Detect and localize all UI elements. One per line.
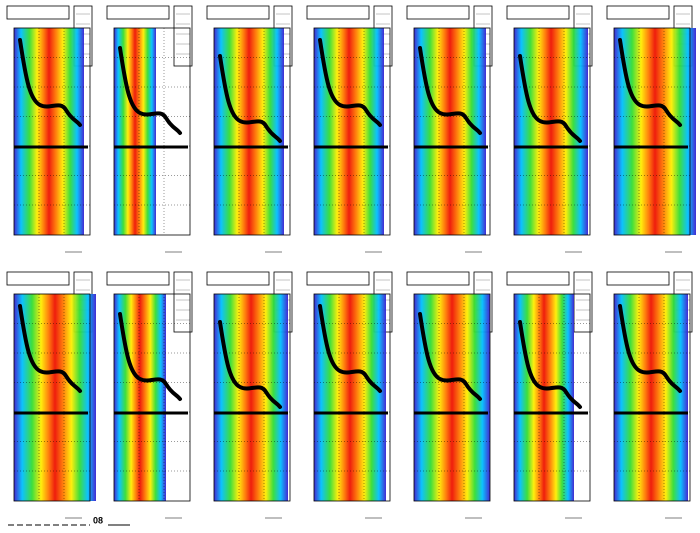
footer: 08 <box>8 515 130 526</box>
panel-title-box <box>206 5 270 20</box>
heatmap <box>414 28 486 235</box>
heatmap <box>214 28 284 235</box>
panel <box>106 271 193 519</box>
panel <box>606 271 693 519</box>
panel-grid <box>6 5 696 519</box>
plot-frame <box>13 27 91 236</box>
panel-title-box <box>506 5 570 20</box>
profile-curve <box>18 304 82 393</box>
heatmap <box>614 294 688 501</box>
panel <box>306 5 393 253</box>
panel-title-box <box>6 5 70 20</box>
heatmap <box>514 28 588 235</box>
panel <box>606 5 696 253</box>
panel <box>206 271 293 519</box>
panel <box>106 5 193 253</box>
panel <box>6 271 96 519</box>
plot-frame <box>613 27 691 236</box>
profile-curve <box>18 38 82 127</box>
panel-title-box <box>106 271 170 286</box>
panel-title-box <box>606 5 670 20</box>
plot-frame <box>113 293 191 502</box>
heatmap <box>14 294 96 501</box>
plot-frame <box>313 293 391 502</box>
panel-title-box <box>106 5 170 20</box>
panel-title-box <box>506 271 570 286</box>
panel-title-box <box>306 5 370 20</box>
heatmap <box>214 294 288 501</box>
plot-frame <box>113 27 191 236</box>
plot-frame <box>313 27 391 236</box>
panel <box>506 271 593 519</box>
profile-curve <box>518 54 582 143</box>
plot-frame <box>613 293 691 502</box>
stats-box <box>573 271 593 333</box>
profile-curve <box>418 312 482 401</box>
panel-title-box <box>406 5 470 20</box>
stats-box <box>173 5 193 67</box>
profile-curve <box>418 46 482 135</box>
panel-title-box <box>306 271 370 286</box>
panel <box>506 5 593 253</box>
heatmap <box>14 28 84 235</box>
plot-frame <box>413 27 491 236</box>
panel <box>406 5 493 253</box>
panel-title-box <box>606 271 670 286</box>
panel <box>206 5 293 253</box>
profile-curve <box>318 304 382 393</box>
profile-curve <box>618 38 682 127</box>
panel <box>406 271 493 519</box>
profile-curve <box>518 320 582 409</box>
profile-curve <box>118 46 182 135</box>
plot-frame <box>513 293 591 502</box>
profile-curve <box>618 304 682 393</box>
heatmap <box>514 294 574 501</box>
heatmap <box>314 294 386 501</box>
profile-curve <box>118 312 182 401</box>
plot-frame <box>13 293 91 502</box>
stats-box <box>173 271 193 333</box>
heatmap <box>614 28 696 235</box>
profile-curve <box>218 54 282 143</box>
panel-title-box <box>206 271 270 286</box>
panel <box>306 271 393 519</box>
plot-frame <box>213 27 291 236</box>
plot-frame <box>213 293 291 502</box>
profile-curve <box>218 320 282 409</box>
panel-title-box <box>406 271 470 286</box>
footer-label: 08 <box>93 515 103 525</box>
plot-frame <box>513 27 591 236</box>
plot-frame <box>413 293 491 502</box>
panel <box>6 5 93 253</box>
profile-curve <box>318 38 382 127</box>
heatmap <box>314 28 384 235</box>
panel-title-box <box>6 271 70 286</box>
